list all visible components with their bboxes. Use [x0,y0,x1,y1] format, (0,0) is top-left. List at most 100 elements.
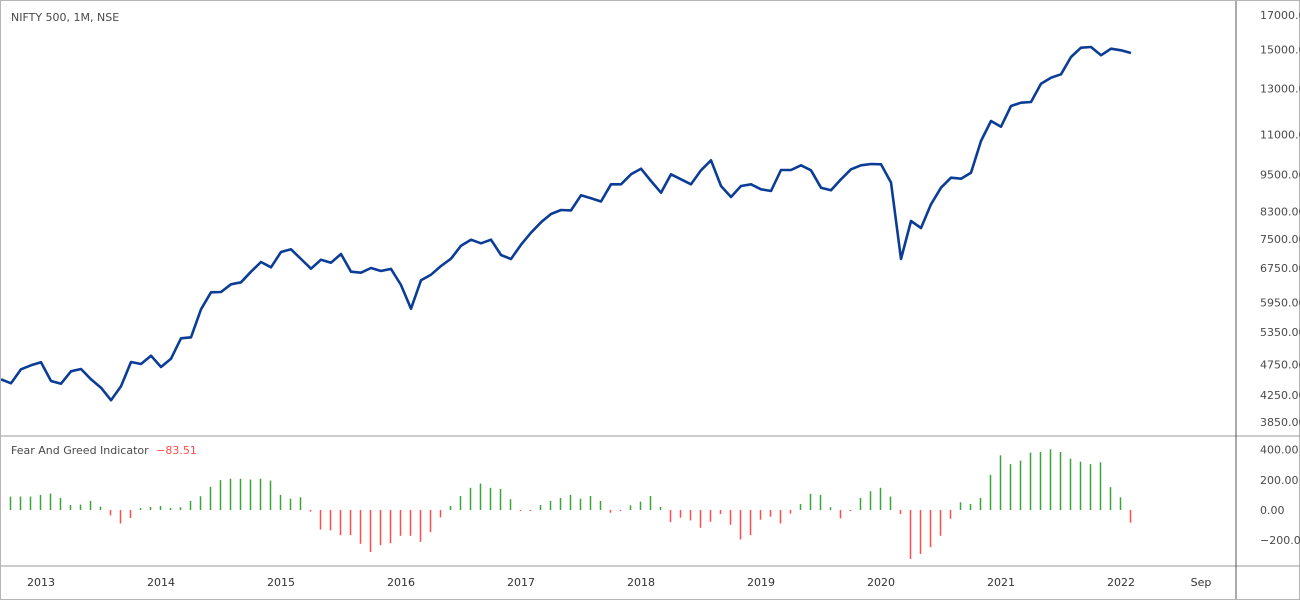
indicator-bar [600,501,602,510]
indicator-bar [1000,455,1002,510]
indicator-bar [420,510,422,542]
indicator-bar [450,506,452,510]
indicator-bar [290,499,292,510]
indicator-bar [1070,459,1072,510]
indicator-bar [520,510,522,511]
time-axis-label: 2019 [747,576,775,589]
indicator-legend: Fear And Greed Indicator −83.51 [11,444,197,457]
time-axis-label: 2022 [1107,576,1135,589]
indicator-bar [820,495,822,510]
price-axis-label: 13000.00 [1260,83,1300,96]
indicator-bar [990,475,992,510]
price-axis-label: 5950.00 [1260,297,1300,310]
indicator-bar [610,510,612,513]
indicator-bar [350,510,352,535]
indicator-bar [950,510,952,519]
indicator-bar [980,498,982,510]
indicator-bar [570,495,572,510]
time-axis-label: 2018 [627,576,655,589]
indicator-bar [900,510,902,514]
indicator-bar [1060,452,1062,510]
time-axis-label: 2021 [987,576,1015,589]
indicator-value: −83.51 [156,444,197,457]
indicator-bar [400,510,402,536]
indicator-bar [970,504,972,510]
indicator-bar [180,507,182,510]
indicator-bar [800,504,802,510]
indicator-bar [100,507,102,510]
time-axis-label: 2016 [387,576,415,589]
indicator-axis-label: 0.00 [1260,504,1285,517]
indicator-bar [1110,487,1112,510]
indicator-bar [490,488,492,510]
price-axis-label: 6750.00 [1260,262,1300,275]
indicator-bar [220,480,222,510]
indicator-bar [210,487,212,510]
price-axis-label: 5350.00 [1260,326,1300,339]
indicator-bar [360,510,362,544]
price-line [1,47,1131,400]
price-axis-label: 3850.00 [1260,416,1300,429]
price-axis-label: 9500.00 [1260,168,1300,181]
indicator-bar [780,510,782,523]
indicator-bar [850,510,852,511]
time-axis-label: 2015 [267,576,295,589]
price-axis-label: 17000.00 [1260,9,1300,22]
price-axis-label: 8300.00 [1260,205,1300,218]
indicator-bar [20,497,22,510]
price-axis-label: 15000.00 [1260,43,1300,56]
indicator-bar [890,497,892,510]
indicator-bar [380,510,382,545]
indicator-bar [960,502,962,510]
indicator-bar [540,505,542,510]
time-axis-label: Sep [1191,576,1212,589]
indicator-bar [920,510,922,554]
time-axis-label: 2013 [27,576,55,589]
indicator-bar [760,510,762,520]
indicator-bar [140,508,142,510]
indicator-bar [640,502,642,510]
indicator-bar [460,496,462,510]
indicator-bar [770,510,772,517]
indicator-bar [430,510,432,532]
indicator-bar [410,510,412,536]
indicator-bar [580,499,582,510]
indicator-bar [30,497,32,510]
indicator-bar [1120,497,1122,510]
indicator-bar [300,497,302,510]
indicator-bar [230,479,232,510]
time-axis-label: 2014 [147,576,175,589]
indicator-bar [190,501,192,510]
indicator-bar [590,496,592,510]
indicator-bar [240,479,242,510]
indicator-bar [740,510,742,539]
indicator-bar [510,499,512,510]
indicator-bar [130,510,132,518]
indicator-bar [70,505,72,510]
indicator-bar [150,507,152,510]
indicator-bar [680,510,682,518]
time-axis-label: 2017 [507,576,535,589]
indicator-bar [880,488,882,510]
indicator-bar [670,510,672,522]
indicator-bar [50,494,52,510]
indicator-bar [440,510,442,517]
indicator-bar [830,507,832,510]
indicator-bar [330,510,332,530]
indicator-bar [620,510,622,511]
indicator-bar [120,510,122,523]
indicator-name: Fear And Greed Indicator [11,444,149,457]
indicator-bar [170,508,172,510]
price-axis-label: 7500.00 [1260,233,1300,246]
indicator-bar [250,479,252,510]
indicator-bar [500,489,502,510]
indicator-bar [650,496,652,510]
indicator-bar [470,488,472,510]
indicator-bar [310,510,312,512]
indicator-bar [10,497,12,510]
indicator-bar [700,510,702,528]
indicator-bar [320,510,322,529]
indicator-axis-label: 400.00 [1260,444,1299,457]
